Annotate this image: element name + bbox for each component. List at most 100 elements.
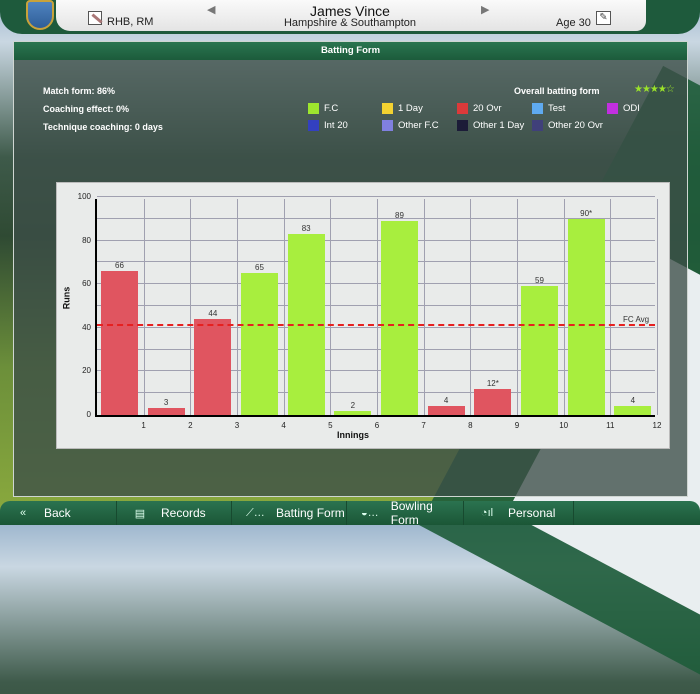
player-age: Age 30: [556, 17, 591, 29]
legend-swatch: [382, 102, 393, 114]
nav-tab-label: Back: [44, 506, 71, 520]
bar-value-label: 66: [115, 261, 124, 271]
fc-average-line: [97, 323, 655, 326]
grid-line: [330, 199, 332, 415]
bar[interactable]: [614, 406, 652, 415]
nav-tab-bowling-form[interactable]: ◒… Bowling Form: [347, 499, 464, 527]
nav-tab-back[interactable]: « Back: [0, 501, 117, 525]
star-rating-icon: ★★★★☆: [634, 84, 675, 95]
bar-value-label: 44: [208, 309, 218, 319]
grid-line: [377, 199, 378, 415]
grid-line: [97, 239, 655, 241]
grid-line: [97, 370, 655, 372]
chart-plot-area: 0 20 40 60 80 100 66 1 3 2 44 3 65 4 83 5 2 6 89 7 4 8 12* 9 59 1…: [78, 192, 662, 430]
y-axis-label: Runs: [61, 286, 72, 310]
legend-swatch: [308, 102, 319, 114]
legend-label: Other F.C: [398, 119, 439, 131]
grid-line: [97, 196, 655, 197]
next-player-icon[interactable]: ▶: [481, 4, 490, 16]
legend-swatch: [607, 102, 618, 114]
legend-swatch: [308, 119, 319, 131]
legend-item: Other 20 Ovr: [532, 119, 603, 131]
y-tick: 40: [82, 322, 91, 332]
legend-label: Int 20: [324, 119, 348, 131]
team-crest-icon: [26, 0, 54, 30]
technique-coaching: Technique coaching: 0 days: [43, 122, 163, 132]
grid-line: [423, 199, 425, 415]
bar-value-label: 4: [630, 396, 636, 406]
grid-line: [143, 199, 145, 415]
grid-line: [563, 199, 565, 415]
bar-value-label: 89: [395, 210, 404, 220]
back-icon: «: [19, 507, 27, 519]
bar[interactable]: [474, 388, 512, 415]
bar-value-label: 59: [535, 276, 544, 286]
bar[interactable]: [334, 410, 372, 415]
x-tick: 6: [374, 421, 380, 430]
y-tick: 80: [82, 235, 91, 245]
y-tick: 0: [86, 410, 91, 419]
x-tick: 9: [514, 421, 520, 430]
grid-line: [237, 199, 238, 415]
legend-label: ODI: [623, 102, 640, 114]
legend-item: F.C: [308, 102, 338, 114]
player-role: RHB, RM: [107, 16, 154, 28]
nav-tab-label: Personal: [508, 506, 556, 520]
nav-tab-personal[interactable]: ◔ıl Personal: [464, 501, 574, 525]
legend-swatch: [532, 119, 543, 131]
x-tick: 5: [328, 421, 333, 430]
legend-label: Other 1 Day: [473, 119, 525, 131]
grid-line: [97, 305, 655, 306]
legend-label: 1 Day: [398, 102, 423, 114]
grid-line: [97, 326, 655, 328]
player-team: Hampshire & Southampton: [283, 17, 417, 29]
y-tick: 20: [82, 366, 91, 376]
nav-tab-label: Records: [161, 506, 206, 520]
grid-line: [97, 283, 655, 285]
x-tick: 7: [421, 421, 426, 430]
x-tick: 8: [468, 421, 473, 430]
bar[interactable]: [521, 286, 558, 415]
legend-label: Test: [548, 102, 566, 114]
legend-label: Other 20 Ovr: [548, 119, 603, 131]
bar[interactable]: [194, 319, 232, 415]
bar-value-label: 4: [443, 396, 449, 406]
legend-label: F.C: [324, 102, 339, 114]
grid-line: [97, 348, 655, 350]
batting-form-chart: 0 20 40 60 80 100 66 1 3 2 44 3 65 4 83 5 2 6 89 7 4 8 12* 9 59 1…: [56, 182, 670, 449]
legend-item: Other F.C: [382, 119, 439, 131]
grid-line: [97, 392, 655, 394]
batting-icon: ⟋…: [246, 506, 265, 519]
edit-icon[interactable]: ✎: [596, 11, 611, 25]
bottom-nav: « Back ▤ Records ⟋… Batting Form ◒… Bowling For…: [0, 499, 700, 527]
x-tick: 10: [559, 421, 569, 430]
bar-value-label: 12*: [486, 378, 499, 388]
x-tick: 3: [234, 421, 240, 430]
grid-line: [470, 199, 472, 415]
nav-tab-label: Batting Form: [276, 506, 345, 520]
bar[interactable]: [147, 408, 185, 415]
bar-value-label: 90*: [580, 208, 593, 218]
grid-line: [97, 261, 655, 263]
bar[interactable]: [567, 218, 605, 415]
overall-batting-form-label: Overall batting form: [514, 86, 600, 96]
y-tick: 100: [77, 192, 91, 201]
bar[interactable]: [241, 273, 278, 415]
x-tick: 2: [188, 421, 193, 430]
legend-item: Other 1 Day: [457, 119, 524, 131]
grid-line: [517, 199, 518, 415]
grid-line: [283, 199, 285, 415]
bowling-icon: ◒…: [361, 507, 379, 519]
nav-tab-records[interactable]: ▤ Records: [117, 501, 232, 525]
legend-item: Int 20: [308, 119, 348, 131]
previous-player-icon[interactable]: ◀: [207, 4, 216, 16]
legend-item: ODI: [607, 102, 640, 114]
bar-value-label: 2: [350, 400, 356, 410]
nav-tab-batting-form[interactable]: ⟋… Batting Form: [232, 501, 347, 525]
bar[interactable]: [427, 406, 465, 415]
personal-icon: ◔ıl: [480, 507, 494, 519]
legend-item: 20 Ovr: [457, 102, 502, 114]
player-header: RHB, RM ◀ James Vince Hampshire & Southa…: [0, 0, 700, 34]
bar[interactable]: [101, 271, 138, 415]
bar[interactable]: [381, 220, 418, 415]
